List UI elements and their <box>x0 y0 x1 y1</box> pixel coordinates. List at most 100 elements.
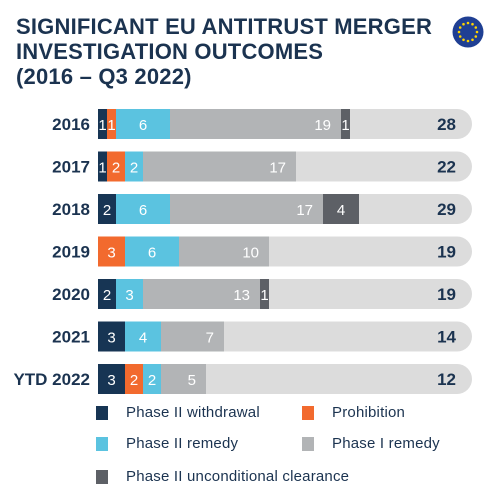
bar-segment <box>98 279 116 309</box>
data-label: 5 <box>188 372 196 389</box>
category-label: 2018 <box>52 200 90 219</box>
bar-segment <box>98 236 125 267</box>
data-label: 1 <box>98 117 106 134</box>
chart-title-line-3: (2016 – Q3 2022) <box>16 64 192 89</box>
data-label: 3 <box>125 287 133 304</box>
legend-item: Phase II unconditional clearance <box>96 468 349 485</box>
flag-star <box>475 30 479 34</box>
bar-segment <box>125 236 179 267</box>
legend-label: Phase II withdrawal <box>126 404 260 421</box>
legend-item: Prohibition <box>302 404 405 421</box>
data-label: 3 <box>107 245 115 262</box>
bar-segment <box>98 321 125 352</box>
total-label: 22 <box>437 158 456 177</box>
flag-star <box>474 26 478 29</box>
flag-star <box>462 22 465 26</box>
legend-item: Phase II remedy <box>96 435 238 452</box>
data-label: 2 <box>103 287 111 304</box>
legend-label: Prohibition <box>332 404 406 421</box>
legend-swatch <box>96 469 108 484</box>
bar-segment <box>116 109 170 139</box>
data-label: 3 <box>107 372 115 389</box>
data-label: 17 <box>269 160 286 177</box>
total-label: 14 <box>437 328 456 347</box>
flag-star <box>458 35 462 38</box>
category-label: YTD 2022 <box>13 370 90 389</box>
bar-segment <box>116 279 143 309</box>
bar-segment <box>323 194 359 224</box>
data-label: 2 <box>148 372 156 389</box>
total-label: 12 <box>437 370 456 389</box>
bar-segment <box>170 109 341 139</box>
legend-item: Phase II withdrawal <box>96 404 260 421</box>
category-label: 2021 <box>52 328 90 347</box>
data-label: 3 <box>107 330 115 347</box>
flag-star <box>471 22 474 26</box>
bar-segment <box>125 321 161 352</box>
data-label: 4 <box>337 202 345 219</box>
bar-segment <box>170 194 323 224</box>
data-label: 19 <box>314 117 331 134</box>
total-label: 29 <box>437 200 456 219</box>
data-label: 17 <box>296 202 313 219</box>
chart-title-line-2: INVESTIGATION OUTCOMES <box>16 39 324 64</box>
legend-label: Phase I remedy <box>332 435 440 452</box>
category-label: 2016 <box>52 115 90 134</box>
bar-segment <box>125 364 143 394</box>
bar-segment <box>107 151 125 182</box>
data-label: 7 <box>206 330 214 347</box>
category-label: 2019 <box>52 243 90 262</box>
total-label: 28 <box>437 115 456 134</box>
flag-star <box>457 30 461 34</box>
bar-segment <box>125 151 143 182</box>
total-label: 19 <box>437 285 456 304</box>
bar-segment <box>98 109 107 139</box>
bar-segment <box>161 321 224 352</box>
data-label: 4 <box>139 330 147 347</box>
bar-segment <box>98 364 125 394</box>
data-label: 2 <box>112 160 120 177</box>
data-label: 2 <box>130 160 138 177</box>
bar-segment <box>107 109 116 139</box>
bar-segment <box>98 194 116 224</box>
data-label: 2 <box>130 372 138 389</box>
bar-segment <box>143 151 296 182</box>
flag-star <box>462 38 465 42</box>
data-label: 6 <box>148 245 156 262</box>
total-label: 19 <box>437 243 456 262</box>
legend-swatch <box>302 405 314 420</box>
data-label: 1 <box>107 117 115 134</box>
chart-title: SIGNIFICANT EU ANTITRUST MERGER INVESTIG… <box>16 14 436 89</box>
data-label: 6 <box>139 202 147 219</box>
flag-star <box>466 21 470 25</box>
data-label: 10 <box>242 245 259 262</box>
flag-star <box>471 38 474 42</box>
data-label: 13 <box>233 287 250 304</box>
flag-star <box>466 39 470 43</box>
data-label: 1 <box>98 160 106 177</box>
flag-star <box>474 35 478 38</box>
category-label: 2020 <box>52 285 90 304</box>
data-label: 1 <box>260 287 268 304</box>
legend-swatch <box>96 405 108 420</box>
legend-label: Phase II remedy <box>126 435 239 452</box>
legend-swatch <box>96 436 108 451</box>
bar-segment <box>143 279 260 309</box>
chart-title-line-1: SIGNIFICANT EU ANTITRUST MERGER <box>16 14 433 39</box>
bar-segment <box>260 279 269 309</box>
category-label: 2017 <box>52 158 90 177</box>
data-label: 2 <box>103 202 111 219</box>
bar-segment <box>143 364 161 394</box>
eu-flag-icon <box>452 16 484 48</box>
bar-segment <box>179 236 269 267</box>
bar-segment <box>161 364 206 394</box>
legend-label: Phase II unconditional clearance <box>126 468 350 485</box>
data-label: 6 <box>139 117 147 134</box>
bar-segment <box>341 109 350 139</box>
flag-star <box>458 26 462 29</box>
bar-segment <box>98 151 107 182</box>
data-label: 1 <box>341 117 349 134</box>
bar-segment <box>116 194 170 224</box>
legend-item: Phase I remedy <box>302 435 440 452</box>
